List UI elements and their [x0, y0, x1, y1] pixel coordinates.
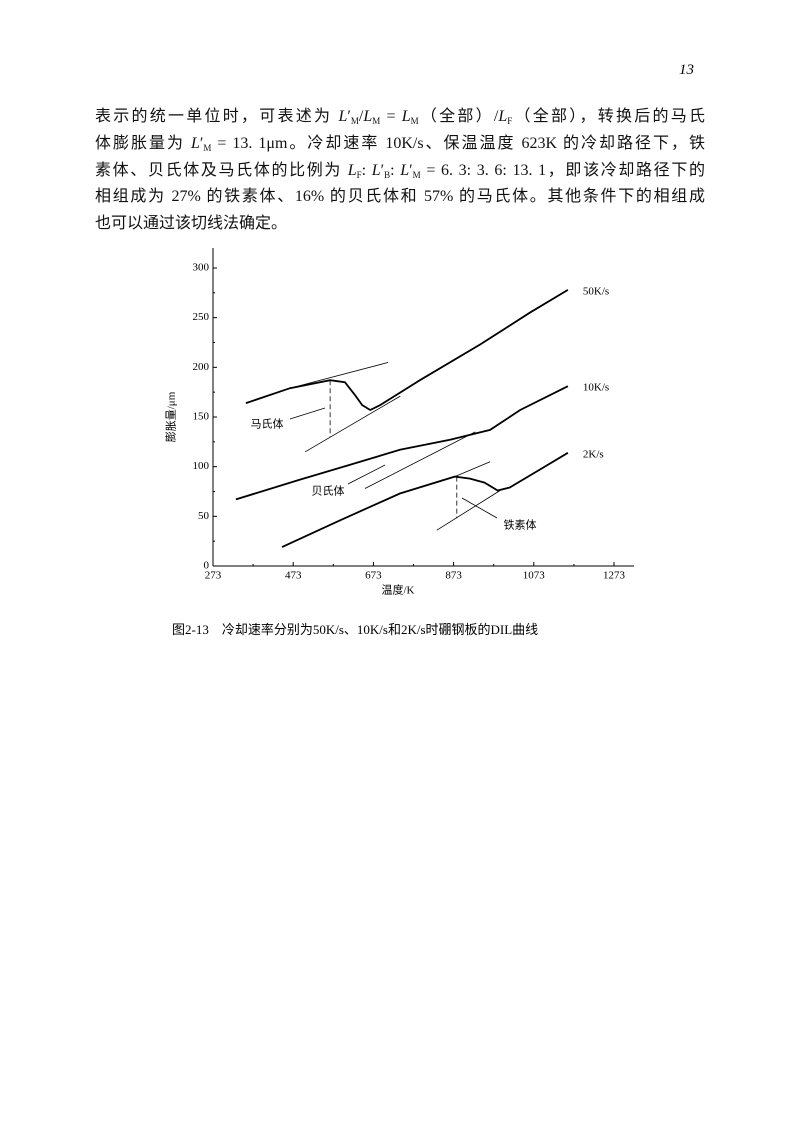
x-tick-label: 473 [285, 570, 302, 582]
text-run: L [371, 161, 381, 179]
y-tick-label: 150 [193, 411, 210, 423]
series-line [245, 289, 569, 412]
x-tick-label: 873 [445, 570, 462, 582]
text-run: L [190, 134, 200, 152]
text-run: M [412, 169, 421, 180]
text-run: B [384, 169, 391, 180]
y-tick-label: 0 [204, 560, 210, 572]
text-run: ′ [380, 161, 385, 179]
x-tick-label: 1273 [603, 570, 626, 582]
y-tick-label: 200 [193, 361, 210, 373]
y-axis-label: 膨胀量/μm [164, 391, 178, 442]
figure-caption: 图2-13 冷却速率分别为50K/s、10K/s和2K/s时硼钢板的DIL曲线 [172, 622, 539, 637]
text-line: 也可以通过该切线法确定。 [95, 211, 705, 238]
page-number: 13 [679, 62, 694, 78]
text-line: 表示的统一单位时，可表述为 L′M/LM = LM（全部）/LF（全部），转换后… [95, 104, 705, 131]
series-line [281, 452, 569, 548]
x-tick-label: 673 [365, 570, 382, 582]
x-tick-label: 273 [205, 570, 222, 582]
text-line: 相组成为 27% 的铁素体、16% 的贝氏体和 57% 的马氏体。其他条件下的相… [95, 184, 705, 211]
text-run: 素体、贝氏体及马氏体的比例为 [95, 161, 348, 179]
text-run: L [401, 108, 411, 125]
tangent-line [304, 395, 401, 453]
text-run: 相组成为 27% 的铁素体、16% 的贝氏体和 57% 的马氏体。其他条件下的相… [95, 188, 705, 206]
y-tick-label: 300 [193, 262, 210, 274]
text-run: M [410, 116, 419, 126]
tangent-line [454, 461, 491, 477]
x-axis-label: 温度/K [382, 583, 415, 597]
text-run: L [400, 161, 410, 179]
annotation-pointer [289, 407, 326, 420]
tangent-line [364, 431, 476, 489]
text-run: L [363, 108, 373, 125]
text-run: 也可以通过该切线法确定。 [95, 215, 288, 233]
series-label: 50K/s [583, 285, 609, 297]
text-run: ′ [199, 134, 204, 152]
text-run: （全部）/ [418, 108, 499, 125]
text-run: （全部），转换后的马氏 [512, 108, 705, 125]
series-label: 2K/s [583, 448, 604, 460]
x-tick-label: 1073 [523, 570, 546, 582]
series-line [235, 385, 569, 501]
text-line: 体膨胀量为 L′M = 13. 1μm。冷却速率 10K/s、保温温度 623K… [95, 131, 705, 158]
series-label: 10K/s [583, 382, 609, 394]
paragraph: 表示的统一单位时，可表述为 L′M/LM = LM（全部）/LF（全部），转换后… [95, 104, 705, 238]
text-run: L [498, 108, 508, 125]
text-run: ′ [409, 161, 413, 179]
annotation: 马氏体 [251, 417, 284, 431]
annotation: 铁素体 [504, 518, 537, 532]
text-run: F [507, 116, 513, 126]
text-run: = [380, 108, 402, 125]
text-line: 素体、贝氏体及马氏体的比例为 LF: L′B: L′M = 6. 3: 3. 6… [95, 158, 705, 185]
tangent-line [436, 490, 501, 531]
y-tick-label: 100 [193, 460, 210, 472]
text-run: L [338, 108, 348, 125]
text-run: M [372, 116, 381, 126]
annotation-pointer [461, 497, 498, 519]
text-run: : [390, 161, 401, 179]
text-run: L [347, 161, 357, 179]
annotation-pointer [347, 464, 386, 485]
text-run: 体膨胀量为 [95, 134, 191, 152]
text-run: 表示的统一单位时，可表述为 [95, 108, 339, 125]
tangent-line [289, 362, 389, 389]
y-tick-label: 250 [193, 311, 210, 323]
text-run: F [356, 169, 362, 180]
text-run: M [350, 116, 359, 126]
text-run: M [203, 142, 212, 153]
annotation: 贝氏体 [312, 484, 345, 498]
text-run: = 6. 3: 3. 6: 13. 1，即该冷却路径下的 [420, 161, 705, 179]
text-run: : [361, 161, 372, 179]
text-run: ′ [347, 108, 351, 125]
text-run: / [358, 108, 364, 125]
text-run: = 13. 1μm。冷却速率 10K/s、保温温度 623K 的冷却路径下，铁 [211, 134, 705, 152]
y-tick-label: 50 [198, 510, 210, 522]
